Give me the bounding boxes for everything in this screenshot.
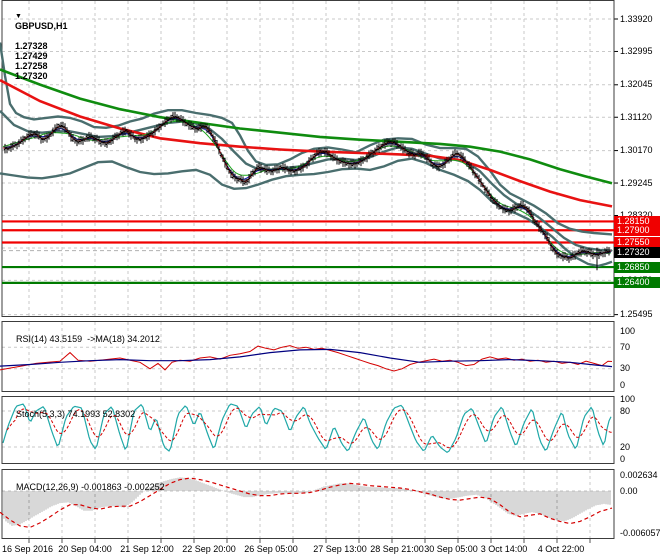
main-chart-panel[interactable] (0, 0, 660, 317)
price-axis-label: 1.32045 (620, 79, 653, 90)
level-badge: 1.27550 (614, 237, 660, 248)
collapse-arrow-icon[interactable]: ▼ (15, 13, 22, 20)
stochastic-title: Stoch(5,3,3) 74.1993 52.8302 (16, 409, 136, 419)
rsi-axis-label: 100 (620, 325, 636, 336)
price-axis-label: 1.30170 (620, 145, 653, 156)
current-price-badge: 1.27320 (614, 247, 660, 259)
time-axis-label: 3 Oct 14:00 (480, 544, 528, 554)
price-axis-label: 1.31120 (620, 111, 652, 122)
level-badge: 1.27900 (614, 224, 660, 236)
rsi-title: RSI(14) 43.5159 ->MA(18) 34.2012 (16, 334, 160, 344)
price-axis-label: 1.32995 (620, 45, 653, 56)
macd-panel[interactable] (0, 469, 660, 539)
level-badge: 1.28150 (614, 215, 660, 227)
macd-axis-label: 0.00 (620, 485, 638, 496)
level-badge: 1.26400 (614, 277, 660, 289)
time-axis-label: 4 Oct 22:00 (537, 544, 585, 554)
rsi-axis-label: 70 (620, 341, 631, 352)
macd-title: MACD(12,26,9) -0.001863 -0.002252 (16, 482, 165, 492)
time-axis-label: 22 Sep 20:00 (182, 544, 236, 554)
ohlc-low: 1.27258 (15, 61, 48, 71)
ohlc-high: 1.27429 (15, 51, 48, 61)
ohlc-open: 1.27328 (15, 41, 48, 51)
price-axis-label: 1.29245 (620, 177, 653, 188)
time-axis-label: 20 Sep 04:00 (58, 544, 112, 554)
time-axis-label: 28 Sep 21:00 (370, 544, 424, 554)
price-axis-label: 1.33920 (620, 13, 653, 24)
stoch-axis-label: 80 (620, 405, 631, 416)
price-axis-label: 1.25495 (620, 309, 653, 320)
time-axis-label: 27 Sep 13:00 (313, 544, 367, 554)
chart-title-bar: ▼ GBPUSD,H1 1.27328 1.27429 1.27258 1.27… (5, 1, 68, 91)
time-axis-label: 30 Sep 05:00 (424, 544, 478, 554)
rsi-axis-label: 0 (620, 379, 626, 390)
stochastic-panel[interactable] (0, 396, 660, 464)
level-badge: 1.26850 (614, 261, 660, 273)
time-axis-label: 21 Sep 12:00 (120, 544, 174, 554)
time-axis-label: 26 Sep 05:00 (244, 544, 298, 554)
price-axis-label: 1.28320 (620, 210, 653, 220)
rsi-panel[interactable] (0, 321, 660, 392)
symbol-period-label: GBPUSD,H1 (15, 21, 68, 31)
stoch-axis-label: 0 (620, 453, 626, 464)
rsi-axis-label: 30 (620, 363, 631, 374)
macd-axis-label: 0.002634 (620, 469, 658, 480)
time-axis-label: 16 Sep 2016 (2, 544, 54, 554)
stoch-axis-label: 100 (620, 393, 636, 404)
ohlc-close: 1.27320 (15, 71, 48, 81)
macd-axis-label: -0.006057 (620, 527, 660, 538)
stoch-axis-label: 20 (620, 441, 631, 452)
